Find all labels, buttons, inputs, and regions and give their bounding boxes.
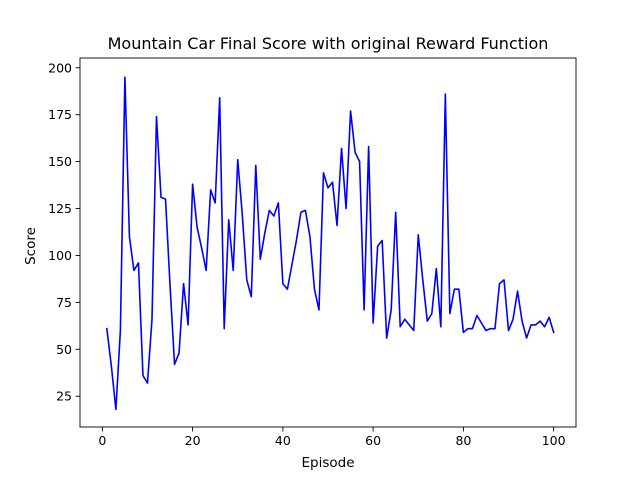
series-line-0 xyxy=(105,76,555,411)
y-tick-label-175: 175 xyxy=(48,107,72,122)
y-tick-label-150: 150 xyxy=(48,154,72,169)
chart-title: Mountain Car Final Score with original R… xyxy=(108,34,549,53)
x-tick-label-60: 60 xyxy=(365,433,381,448)
x-tick-label-80: 80 xyxy=(455,433,471,448)
y-tick-label-100: 100 xyxy=(48,248,72,263)
y-tick-label-50: 50 xyxy=(56,342,72,357)
x-tick-label-20: 20 xyxy=(185,433,201,448)
x-tick-label-0: 0 xyxy=(98,433,106,448)
y-tick-label-75: 75 xyxy=(56,295,72,310)
y-axis-title: Score xyxy=(23,227,39,265)
y-tick-label-200: 200 xyxy=(48,60,72,75)
x-axis-title: Episode xyxy=(301,455,354,471)
plot-area: 0 20 40 60 80 100 25 50 75 100 125 150 175 200 xyxy=(48,57,577,448)
x-tick-label-100: 100 xyxy=(542,433,566,448)
x-tick-label-40: 40 xyxy=(275,433,291,448)
y-tick-label-25: 25 xyxy=(56,389,72,404)
axes-frame xyxy=(79,57,577,428)
y-tick-label-125: 125 xyxy=(48,201,72,216)
